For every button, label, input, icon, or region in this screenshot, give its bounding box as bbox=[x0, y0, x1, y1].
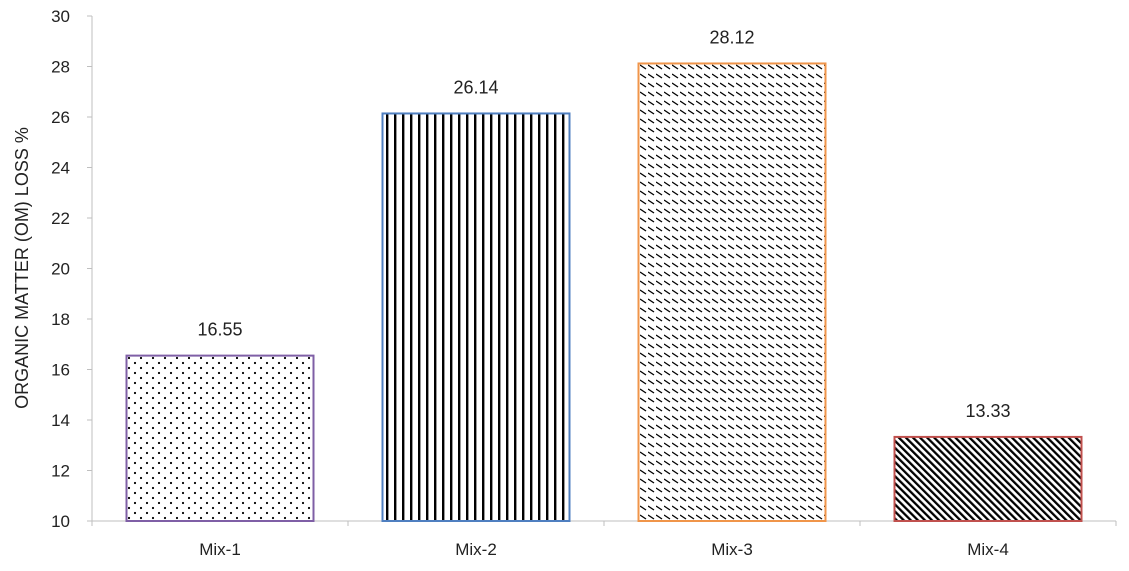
y-tick-label: 10 bbox=[51, 512, 70, 531]
y-tick-label: 30 bbox=[51, 7, 70, 26]
bar-mix-4 bbox=[893, 435, 1083, 523]
value-label-mix-3: 28.12 bbox=[709, 27, 754, 47]
value-label-mix-2: 26.14 bbox=[453, 77, 498, 97]
y-tick-label: 24 bbox=[51, 159, 70, 178]
y-axis-title: ORGANIC MATTER (OM) LOSS % bbox=[12, 127, 32, 409]
y-tick-label: 28 bbox=[51, 58, 70, 77]
value-label-mix-4: 13.33 bbox=[965, 401, 1010, 421]
y-tick-label: 18 bbox=[51, 310, 70, 329]
x-category-label: Mix-3 bbox=[711, 540, 753, 559]
bars bbox=[125, 62, 1083, 523]
y-tick-label: 26 bbox=[51, 108, 70, 127]
x-category-label: Mix-4 bbox=[967, 540, 1009, 559]
category-labels: Mix-1 Mix-2 Mix-3 Mix-4 bbox=[199, 540, 1009, 559]
y-tick-label: 12 bbox=[51, 462, 70, 481]
bar-mix-3 bbox=[637, 62, 827, 522]
y-tick-label: 14 bbox=[51, 411, 70, 430]
bar-mix-1 bbox=[125, 354, 315, 522]
x-category-label: Mix-1 bbox=[199, 540, 241, 559]
y-tick-label: 22 bbox=[51, 209, 70, 228]
value-label-mix-1: 16.55 bbox=[197, 320, 242, 340]
bar-mix-2 bbox=[381, 112, 571, 522]
x-category-label: Mix-2 bbox=[455, 540, 497, 559]
y-tick-label: 20 bbox=[51, 260, 70, 279]
y-tick-label: 16 bbox=[51, 361, 70, 380]
value-labels: 16.55 26.14 28.12 13.33 bbox=[197, 27, 1010, 420]
y-tick-labels: 10 12 14 16 18 20 22 24 26 28 30 bbox=[51, 7, 92, 531]
x-tick-marks bbox=[91, 521, 1117, 526]
